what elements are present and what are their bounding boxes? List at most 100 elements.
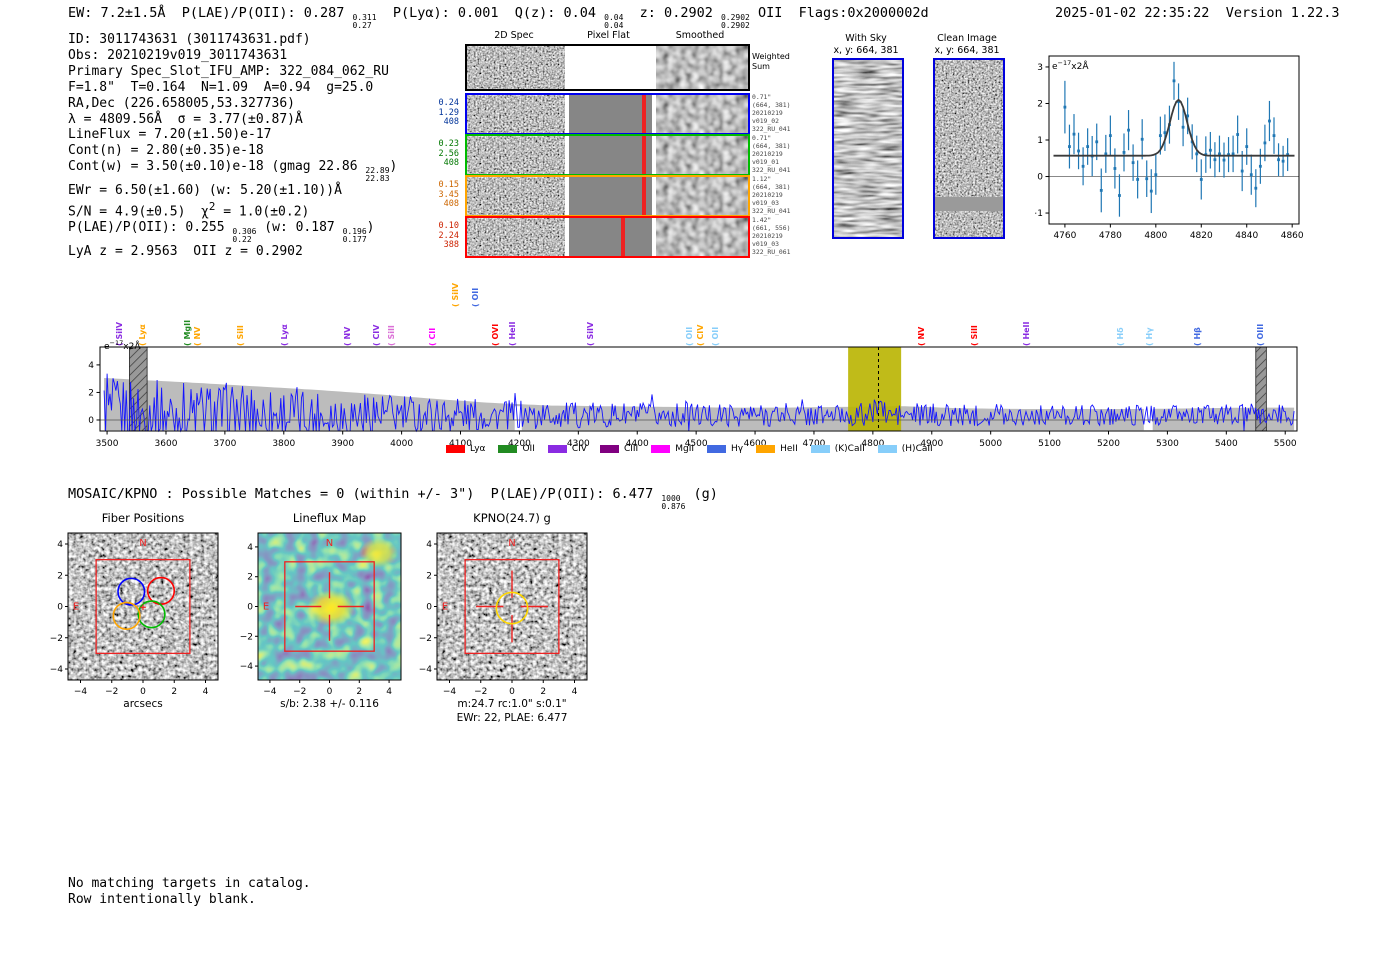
cutout-smoothed-image: [656, 46, 748, 89]
data-point: [1181, 125, 1185, 129]
cutout-2d-spec-image: [467, 95, 565, 133]
lineflux-central-blob: [307, 590, 355, 626]
text-run: ID: 3011743631 (3011743631.pdf): [68, 32, 311, 47]
x-tick-label: 0: [509, 687, 515, 697]
fiber-id-line: 0.71": [752, 134, 772, 142]
fiber-weight-value: 408: [443, 117, 459, 128]
ifu-extraction-box: [464, 558, 560, 655]
x-tick-label: 4500: [685, 439, 708, 449]
y-tick-label: 0: [88, 416, 94, 426]
line-fit-plot: 4760 4780 4800 4820 4840 4860 −1 0 1 2 3: [1035, 55, 1304, 241]
x-tick-label: 4300: [567, 439, 590, 449]
info-line: Primary Spec_Slot_IFU_AMP: 322_084_062_R…: [68, 64, 397, 80]
axis-box: [99, 346, 1298, 432]
legend-swatch: [599, 445, 619, 453]
detection-highlight-band: [848, 347, 902, 431]
info-line: Cont(n) = 2.80(±0.35)e-18: [68, 143, 397, 159]
fiber-weight-value: 388: [443, 240, 459, 251]
fiber-positions-panel: N E −4 −4 −2 −2 0 0 2 2 4 4 arcsecs: [50, 532, 219, 710]
flat-red-marker: [642, 95, 646, 133]
text-run: Obs: 20210219v019_3011743631: [68, 47, 288, 63]
legend-item: HeII: [756, 444, 798, 454]
stacked-uncertainty: 0.04 0.04: [604, 14, 623, 30]
superscript: 2: [208, 200, 216, 214]
x-tick-label: −4: [443, 687, 457, 697]
superscript: −17: [1057, 59, 1072, 67]
x-tick-label: 5500: [1274, 439, 1297, 449]
text-run: OII Flags:0x2000002d: [749, 5, 929, 21]
x-tick-label: 5000: [979, 439, 1002, 449]
fiber-id-labels: 0.71" (664, 381) 20210219 v019_02 322_RU_041: [752, 93, 790, 134]
legend-swatch: [707, 445, 727, 453]
fiber-weight-value: 0.24: [438, 98, 459, 108]
data-point: [1086, 145, 1090, 148]
uncertainty-lo: 0.177: [342, 235, 367, 245]
text-run: LyA z = 2.9563 OII z = 0.2902: [68, 244, 303, 260]
panel-caption: m:24.7 rc:1.0" s:0.1": [457, 698, 566, 710]
text-run: P(LAE)/P(OII): 0.255: [68, 220, 233, 236]
fiber-id-line: 20210219: [752, 231, 783, 240]
selected-fiber-circle: [112, 601, 141, 630]
data-point: [1263, 141, 1267, 145]
y-tick-label: 4: [426, 540, 432, 550]
data-point: [1195, 152, 1199, 156]
x-tick-label: 5300: [1156, 439, 1179, 449]
x-tick-label: 4800: [1144, 231, 1167, 241]
noise-envelope: [104, 378, 1295, 431]
uncertainty-hi: 0.306: [232, 227, 257, 237]
y-tick-label: 0: [426, 603, 432, 613]
legend-swatch: [446, 445, 465, 453]
with-sky-title-text: With Sky: [845, 33, 887, 44]
cutout-2d-spec-image: [467, 136, 565, 174]
x-tick-label: −2: [105, 687, 118, 697]
info-line: P(LAE)/P(OII): 0.255 0.306 0.22 (w: 0.187…: [68, 220, 397, 244]
cutout-row: [465, 93, 750, 135]
x-tick-label: 4000: [390, 439, 413, 449]
info-line: F=1.8" T=0.164 N=1.09 A=0.94 g=25.0: [68, 80, 397, 96]
spectrum-line-legend: Lyα OII CIV CIII MgII Hγ HeII (K)CaII (H)CaII: [446, 444, 933, 454]
legend-item: CIV: [547, 444, 587, 454]
cutout-row: [465, 134, 750, 176]
y-tick-label: −4: [240, 662, 254, 672]
fiber-weight-value: 408: [443, 158, 459, 169]
data-point: [1258, 164, 1262, 168]
data-point: [1104, 152, 1108, 156]
background-fiber-circle: [143, 644, 171, 672]
cutout-2d-spec-image: [467, 46, 565, 89]
cutout-column-title: Smoothed: [675, 30, 725, 41]
info-line: LyA z = 2.9563 OII z = 0.2902: [68, 244, 397, 260]
data-point: [1113, 167, 1117, 170]
background-fiber-circle: [174, 589, 202, 618]
uncertainty-hi: 0.04: [604, 13, 624, 22]
data-point: [1149, 189, 1153, 193]
data-point: [1272, 134, 1276, 138]
uncertainty-lo: 0.876: [661, 502, 686, 511]
stacked-uncertainty: 1000 0.876: [661, 495, 685, 511]
legend-item: MgII: [651, 444, 694, 454]
data-point: [1268, 119, 1271, 123]
background-fiber-circle: [163, 619, 192, 647]
legend-item: Hγ: [707, 444, 743, 454]
lineflux-map-panel: N E −4 −4 −2 −2 0 0 2 2 4 4 s/b: 2.38 +/- 0.116: [240, 532, 402, 710]
data-point: [1154, 173, 1158, 177]
x-tick-label: 4780: [1099, 231, 1122, 241]
text-run: e: [104, 342, 110, 352]
clean-image: [933, 58, 1005, 239]
x-tick-label: 4200: [508, 439, 531, 449]
full-spectrum-plot: 3500 3600 3700 3800 3900 4000 4100 4200 4300 4400…: [88, 346, 1298, 449]
x-tick-label: 4760: [1053, 231, 1076, 241]
y-tick-label: −4: [50, 665, 64, 675]
legend-swatch: [498, 445, 518, 453]
legend-item: (H)CaII: [877, 444, 933, 454]
legend-label: (K)CaII: [834, 444, 865, 454]
fiber-id-line: 322_RU_041: [752, 165, 791, 174]
kpno-image-panel: N E −4 −4 −2 −2 0 0 2 2 4 4 m:24.7 rc:1.0" s:0.1" EWr…: [419, 532, 588, 724]
text-run: P(Lyα): 0.001 Q(z): 0.04: [376, 5, 605, 21]
fiber-weight-labels: 0.15 3.45 408: [423, 180, 459, 210]
summary-header: EW: 7.2±1.5Å P(LAE)/P(OII): 0.287 0.311 0…: [68, 5, 929, 30]
lineflux-map-title: Lineflux Map: [292, 511, 367, 525]
legend-label: OII: [522, 444, 535, 454]
text-run: (g): [685, 486, 718, 502]
compass-east-label: E: [263, 602, 269, 613]
